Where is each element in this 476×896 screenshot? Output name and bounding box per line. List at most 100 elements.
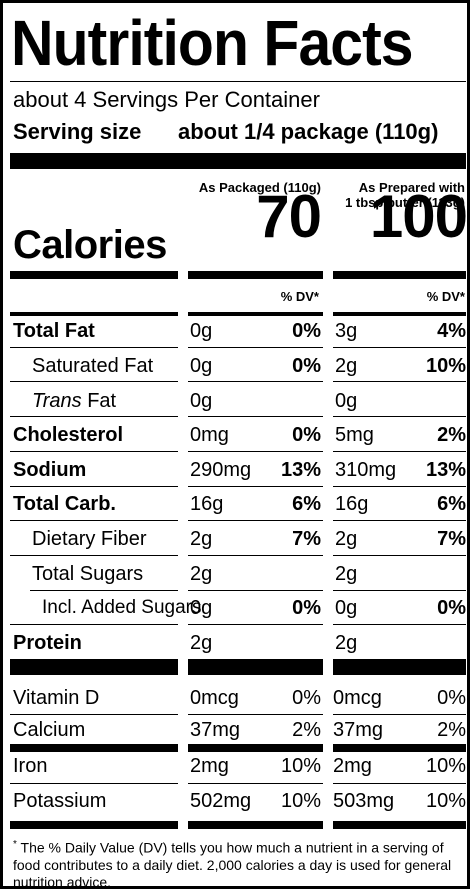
row-divider [10,416,178,417]
nutrient-amount-col2: 0g [335,597,358,619]
footnote: * The % Daily Value (DV) tells you how m… [13,836,463,891]
row-divider [10,520,178,521]
serving-size-value: about 1/4 package (110g) [178,119,439,144]
nutrient-amount-col2: 2g [335,355,358,377]
footnote-star: * [13,839,17,850]
nutrient-dv-col2: 10% [425,355,466,377]
nutrient-name: Saturated Fat [32,355,154,377]
vitamin-dv-col2: 10% [425,790,466,812]
divider-calories-col2 [333,271,466,279]
divider-footnote-left [10,821,178,829]
nutrient-amount-col2: 5mg [335,424,374,446]
nutrient-dv-col1: 7% [292,528,321,550]
row-divider [10,486,178,487]
divider-calcium-col2 [333,744,466,752]
nutrient-dv-col2: 4% [437,320,466,342]
nutrient-amount-col1: 0g [190,355,213,377]
row-divider [333,347,466,348]
nutrient-name: Trans Fat [32,391,116,411]
row-divider [188,555,323,556]
row-divider [188,416,323,417]
nutrient-amount-col1: 2g [190,632,213,654]
nutrient-amount-col2: 2g [335,528,358,550]
vitamin-dv-col1: 10% [280,790,321,812]
serving-size-label: Serving size [13,119,142,144]
nutrient-amount-col2: 310mg [335,459,397,481]
divider-calcium-left [10,744,178,752]
row-divider [188,451,323,452]
row-divider [333,555,466,556]
nutrient-name: Total Carb. [13,493,116,515]
vitamin-amount-col2: 2mg [333,755,372,777]
divider-calories-col1 [188,271,323,279]
nutrient-dv-col2: 0% [437,597,466,619]
vitamin-amount-col1: 0mcg [190,687,239,709]
nutrient-name: Protein [13,632,82,654]
nutrient-dv-col1: 0% [292,597,321,619]
row-divider [333,520,466,521]
trans-italic: Trans [32,390,82,412]
vitamin-name: Vitamin D [13,687,100,709]
row-divider [188,347,323,348]
servings-per-container: about 4 Servings Per Container [13,87,320,112]
vitamin-amount-col2: 0mcg [333,687,382,709]
col2-header-line2: 1 tbsp butter (113g) [345,195,465,210]
footnote-text: The % Daily Value (DV) tells you how muc… [13,839,452,890]
row-divider [188,381,323,382]
nutrient-amount-col1: 0g [190,320,213,342]
nutrient-dv-col2: 6% [437,493,466,515]
vitamin-name: Calcium [13,719,86,741]
nutrient-dv-col1: 6% [292,493,321,515]
nutrient-amount-col1: 2g [190,563,213,585]
nutrient-amount-col1: 0mg [190,424,229,446]
row-divider [10,381,178,382]
nutrient-amount-col2: 2g [335,563,358,585]
calories-col1: 70 [256,183,322,250]
vitamin-amount-col1: 37mg [190,719,241,741]
calories-col2: 100 [369,183,468,250]
nutrient-amount-col1: 290mg [190,459,252,481]
row-divider [333,486,466,487]
row-divider [30,590,178,591]
divider-protein-left [10,659,178,675]
row-divider [333,783,466,784]
nutrient-amount-col2: 3g [335,320,358,342]
nutrient-amount-col1: 0g [190,597,213,619]
vitamin-amount-col1: 502mg [190,790,252,812]
nutrient-amount-col2: 16g [335,493,369,515]
divider-thin [10,81,466,82]
row-divider [333,416,466,417]
nutrient-dv-col1: 0% [292,320,321,342]
divider-calories-left [10,271,178,279]
nutrient-amount-col1: 2g [190,528,213,550]
row-divider [333,714,466,715]
vitamin-amount-col1: 2mg [190,755,229,777]
divider-footnote-col2 [333,821,466,829]
nutrient-name: Total Fat [13,320,95,342]
nutrient-name: Dietary Fiber [32,528,147,550]
nutrient-dv-col2: 7% [437,528,466,550]
row-divider [188,624,323,625]
row-divider [10,555,178,556]
nutrient-dv-col2: 2% [437,424,466,446]
divider-protein-col1 [188,659,323,675]
nutrient-dv-col2: 13% [425,459,466,481]
nutrient-amount-col2: 0g [335,390,358,412]
trans-rest: Fat [81,390,117,412]
row-divider [188,520,323,521]
divider-calcium-col1 [188,744,323,752]
divider-protein-col2 [333,659,466,675]
row-divider [333,624,466,625]
vitamin-dv-col2: 0% [437,687,466,709]
nutrient-amount-col1: 16g [190,493,224,515]
nutrient-dv-col1: 0% [292,355,321,377]
vitamin-dv-col1: 10% [280,755,321,777]
vitamin-amount-col2: 37mg [333,719,384,741]
vitamin-dv-col1: 2% [292,719,321,741]
row-divider [10,451,178,452]
row-divider [10,624,178,625]
row-divider [188,783,323,784]
vitamin-dv-col2: 10% [425,755,466,777]
nutrient-amount-col1: 0g [190,390,213,412]
